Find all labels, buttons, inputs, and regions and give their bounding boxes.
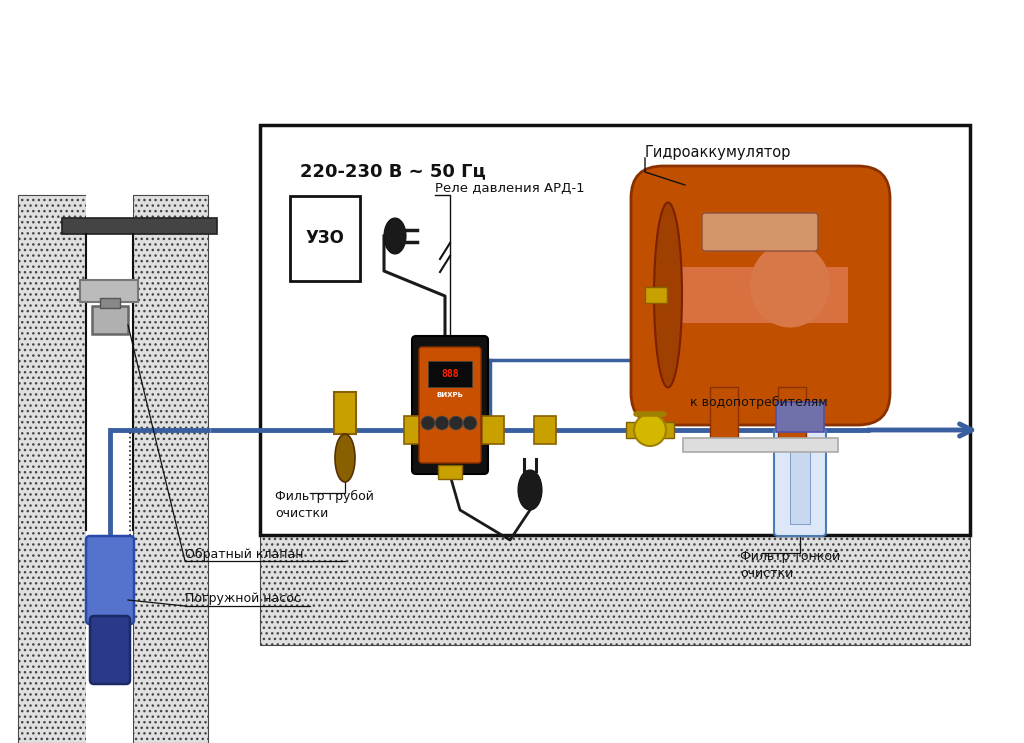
Text: УЗО: УЗО xyxy=(305,229,344,247)
Bar xyxy=(80,280,138,302)
Circle shape xyxy=(463,416,477,430)
FancyBboxPatch shape xyxy=(90,616,130,684)
Ellipse shape xyxy=(384,218,406,254)
Text: Фильтр грубой
очистки: Фильтр грубой очистки xyxy=(275,490,374,520)
FancyBboxPatch shape xyxy=(774,428,826,536)
Bar xyxy=(100,298,120,308)
Circle shape xyxy=(435,416,449,430)
Text: 220-230 В ~ 50 Гц: 220-230 В ~ 50 Гц xyxy=(300,162,485,180)
Text: Реле давления АРД-1: Реле давления АРД-1 xyxy=(435,181,585,195)
Bar xyxy=(660,422,674,438)
Bar xyxy=(86,195,133,743)
FancyBboxPatch shape xyxy=(86,536,134,624)
Bar xyxy=(404,416,426,444)
Text: к водопотребителям: к водопотребителям xyxy=(690,395,827,409)
Bar xyxy=(710,387,738,442)
Circle shape xyxy=(421,416,435,430)
Bar xyxy=(482,416,504,444)
Text: Гидроаккумулятор: Гидроаккумулятор xyxy=(645,144,792,160)
Bar xyxy=(778,387,806,442)
Bar xyxy=(92,306,128,334)
Bar xyxy=(260,525,970,645)
Bar xyxy=(534,416,556,444)
Ellipse shape xyxy=(654,203,682,388)
Text: Обратный клапан: Обратный клапан xyxy=(185,548,303,561)
Bar xyxy=(18,195,86,743)
Text: Фильтр тонкой
очистки: Фильтр тонкой очистки xyxy=(740,550,840,580)
FancyBboxPatch shape xyxy=(702,213,818,251)
FancyBboxPatch shape xyxy=(631,166,890,425)
Bar xyxy=(334,392,356,434)
Bar xyxy=(260,525,970,645)
FancyBboxPatch shape xyxy=(419,347,481,463)
Bar xyxy=(776,402,824,432)
Bar xyxy=(790,442,810,524)
FancyBboxPatch shape xyxy=(412,336,488,474)
Bar xyxy=(626,422,640,438)
Bar xyxy=(62,218,217,234)
Bar xyxy=(133,195,208,743)
Ellipse shape xyxy=(335,434,355,482)
Bar xyxy=(673,267,848,323)
Bar xyxy=(18,195,86,743)
Ellipse shape xyxy=(518,470,542,510)
Ellipse shape xyxy=(750,242,830,328)
Circle shape xyxy=(634,414,666,446)
Bar xyxy=(438,465,462,479)
Text: Погружной насос: Погружной насос xyxy=(185,592,301,605)
Bar xyxy=(683,438,838,452)
Text: ВИХРЬ: ВИХРЬ xyxy=(436,392,464,398)
Text: 888: 888 xyxy=(441,369,459,379)
Bar xyxy=(645,287,667,303)
Bar xyxy=(133,195,208,743)
Bar xyxy=(428,361,472,387)
Bar xyxy=(260,125,970,535)
Circle shape xyxy=(449,416,463,430)
Bar xyxy=(290,196,360,281)
